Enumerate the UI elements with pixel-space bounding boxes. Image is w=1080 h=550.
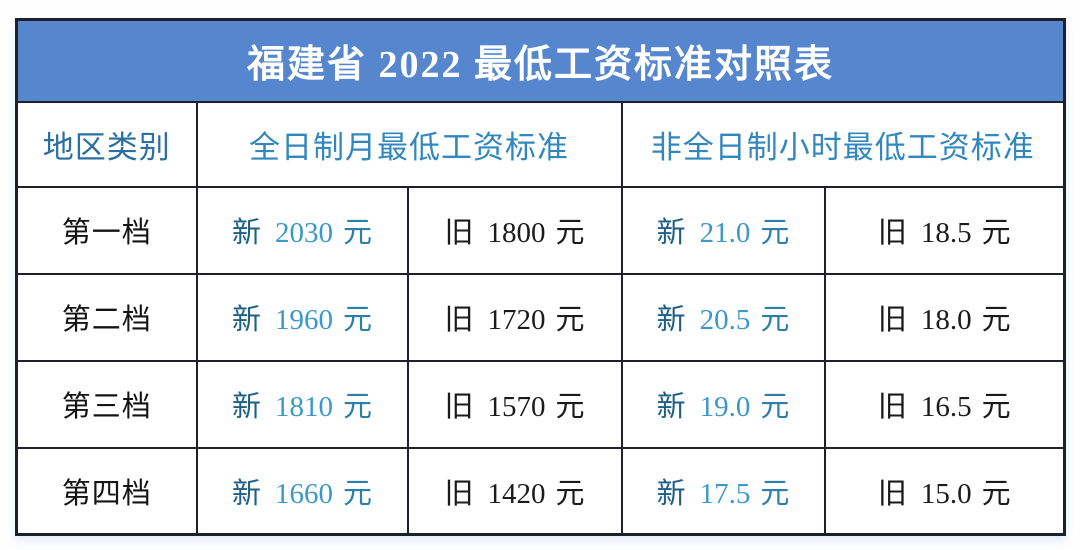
hourly-old-cell: 旧 18.5 元 [823,185,1066,275]
monthly-old-cell: 旧 1420 元 [406,446,623,536]
new-label: 新 [656,217,686,249]
table-title: 福建省 2022 最低工资标准对照表 [15,18,1066,103]
hourly-new-cell: 新 21.0 元 [620,185,826,275]
yuan-unit: 元 [343,304,373,336]
yuan-unit: 元 [760,304,790,336]
yuan-unit: 元 [343,217,373,249]
yuan-unit: 元 [555,304,585,336]
monthly-old-value: 1720 [487,304,546,336]
hourly-old-cell: 旧 18.0 元 [823,272,1066,362]
new-label: 新 [231,391,261,423]
old-label: 旧 [444,217,474,249]
old-label: 旧 [877,304,907,336]
yuan-unit: 元 [343,477,373,510]
hourly-new-value: 19.0 [699,391,751,423]
hourly-new-value: 21.0 [699,217,751,249]
monthly-old-value: 1420 [487,477,546,510]
monthly-new-cell: 新 1810 元 [195,359,409,449]
yuan-unit: 元 [760,217,790,249]
monthly-old-cell: 旧 1720 元 [406,272,623,362]
new-label: 新 [231,304,261,336]
monthly-new-cell: 新 2030 元 [195,185,409,275]
monthly-new-cell: 新 1960 元 [195,272,409,362]
old-label: 旧 [444,477,474,510]
tier-label: 第三档 [15,359,198,449]
hourly-new-value: 20.5 [699,304,751,336]
monthly-new-value: 1960 [275,304,333,336]
monthly-old-value: 1800 [487,217,546,249]
yuan-unit: 元 [981,217,1011,249]
yuan-unit: 元 [555,217,585,249]
monthly-new-value: 1810 [275,391,333,423]
hourly-old-cell: 旧 16.5 元 [823,359,1066,449]
monthly-old-value: 1570 [487,391,546,423]
monthly-new-value: 1660 [275,477,333,510]
hourly-old-cell: 旧 15.0 元 [823,446,1066,536]
monthly-old-cell: 旧 1800 元 [406,185,623,275]
hourly-old-value: 15.0 [920,477,972,510]
hourly-new-cell: 新 20.5 元 [620,272,826,362]
yuan-unit: 元 [555,391,585,423]
monthly-new-cell: 新 1660 元 [195,446,409,536]
new-label: 新 [656,391,686,423]
old-label: 旧 [877,391,907,423]
yuan-unit: 元 [981,391,1011,423]
yuan-unit: 元 [760,391,790,423]
header-parttime-hourly: 非全日制小时最低工资标准 [620,100,1066,188]
hourly-new-cell: 新 19.0 元 [620,359,826,449]
header-row: 地区类别 全日制月最低工资标准 非全日制小时最低工资标准 [15,100,1066,188]
new-label: 新 [231,217,261,249]
yuan-unit: 元 [343,391,373,423]
new-label: 新 [656,304,686,336]
yuan-unit: 元 [760,477,790,510]
title-row: 福建省 2022 最低工资标准对照表 [15,18,1066,103]
yuan-unit: 元 [555,477,585,510]
tier-label: 第一档 [15,185,198,275]
table-row-tier3: 第三档 新 1810 元 旧 1570 元 新 19.0 元 旧 16.5 元 [15,359,1066,449]
wage-comparison-table: 福建省 2022 最低工资标准对照表 地区类别 全日制月最低工资标准 非全日制小… [15,18,1067,536]
hourly-old-value: 18.0 [920,304,972,336]
header-fulltime-monthly: 全日制月最低工资标准 [195,100,623,188]
yuan-unit: 元 [981,477,1011,510]
tier-label: 第二档 [15,272,198,362]
old-label: 旧 [444,391,474,423]
monthly-old-cell: 旧 1570 元 [406,359,623,449]
table-row-tier4: 第四档 新 1660 元 旧 1420 元 新 17.5 元 旧 15.0 元 [15,446,1066,536]
hourly-old-value: 16.5 [920,391,972,423]
table-row-tier1: 第一档 新 2030 元 旧 1800 元 新 21.0 元 旧 18.5 元 [15,185,1066,275]
monthly-new-value: 2030 [275,217,333,249]
hourly-new-cell: 新 17.5 元 [620,446,826,536]
old-label: 旧 [877,217,907,249]
header-region-category: 地区类别 [15,100,198,188]
hourly-new-value: 17.5 [699,477,751,510]
table-row-tier2: 第二档 新 1960 元 旧 1720 元 新 20.5 元 旧 18.0 元 [15,272,1066,362]
old-label: 旧 [444,304,474,336]
new-label: 新 [231,477,261,510]
hourly-old-value: 18.5 [920,217,972,249]
old-label: 旧 [877,477,907,510]
tier-label: 第四档 [15,446,198,536]
new-label: 新 [656,477,686,510]
yuan-unit: 元 [981,304,1011,336]
